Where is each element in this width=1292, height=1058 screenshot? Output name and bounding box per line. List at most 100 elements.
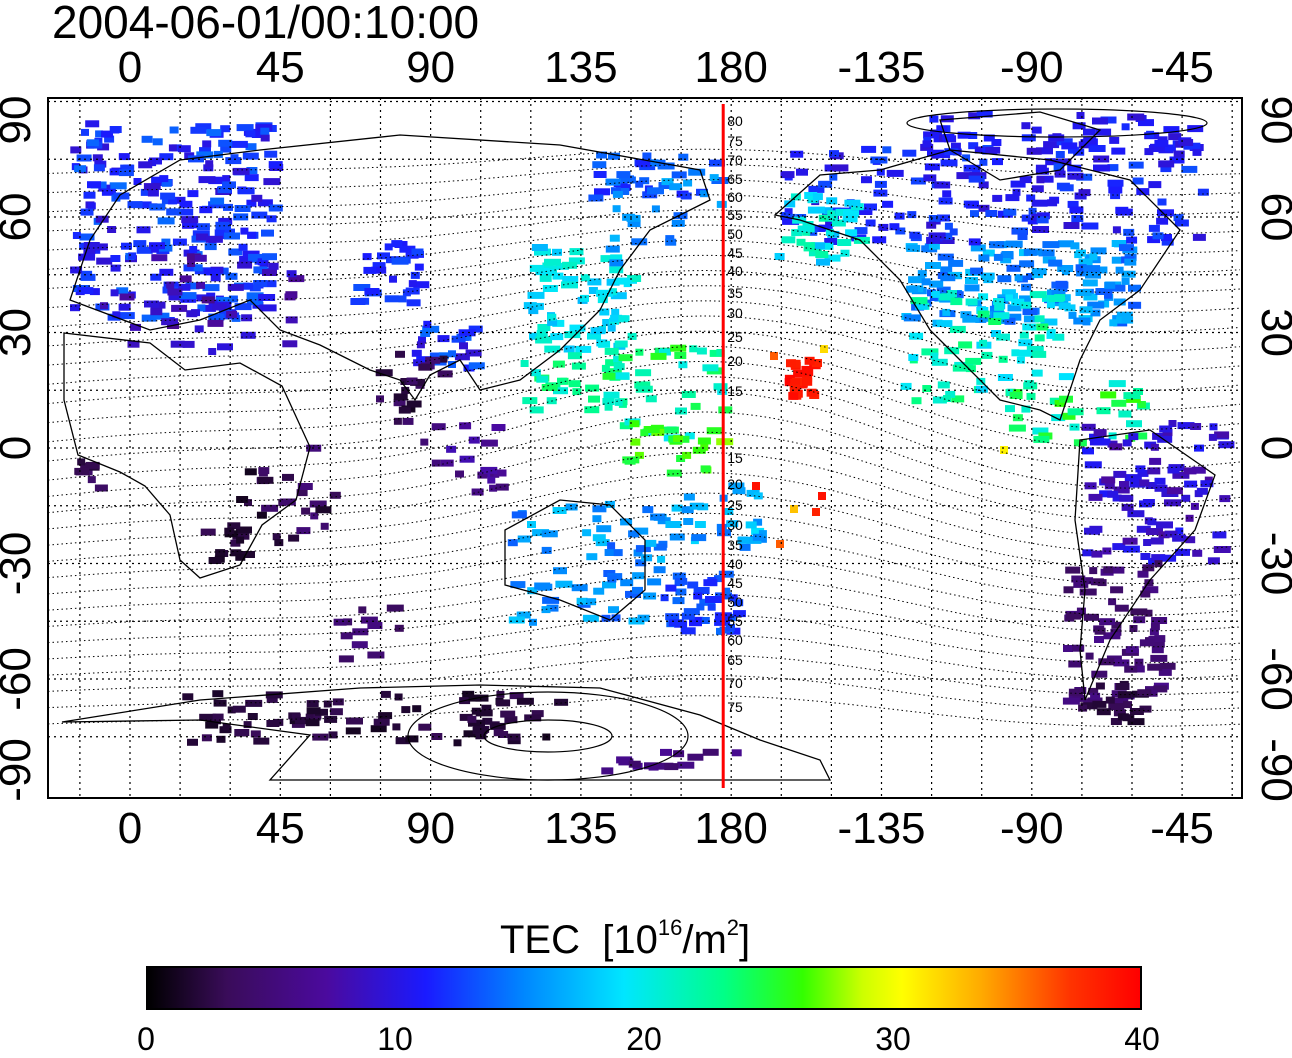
- tec-cell: [1158, 160, 1175, 168]
- tec-cell: [996, 333, 1010, 341]
- tec-cell: [601, 364, 610, 372]
- tec-cell: [1191, 466, 1206, 474]
- tec-cell: [180, 295, 197, 303]
- tec-cell: [1154, 484, 1168, 492]
- tec-cell: [940, 266, 953, 274]
- tec-cell: [803, 368, 814, 377]
- tec-cell: [244, 468, 257, 476]
- tec-cell: [284, 293, 296, 301]
- tec-cell: [395, 350, 405, 358]
- tec-cell: [529, 264, 544, 272]
- tec-cell: [244, 174, 259, 182]
- tec-cell: [925, 262, 941, 269]
- tec-cell: [96, 257, 113, 265]
- tec-cell: [1084, 482, 1097, 490]
- tec-cell: [609, 266, 624, 274]
- tec-cell: [285, 316, 298, 324]
- tec-cell: [459, 422, 472, 430]
- tec-cell: [673, 435, 684, 443]
- tec-cell: [962, 154, 971, 162]
- tec-cell: [864, 203, 877, 211]
- tec-cell: [816, 258, 830, 266]
- tec-cell: [1018, 339, 1033, 347]
- left-axis-label: -60: [0, 647, 40, 711]
- tec-cell: [1082, 549, 1094, 557]
- tec-cell: [458, 329, 476, 337]
- tec-cell: [429, 352, 443, 360]
- tec-cell: [806, 388, 817, 397]
- tec-cell: [1032, 427, 1049, 435]
- tec-cell: [908, 354, 919, 361]
- tec-cell: [168, 197, 178, 205]
- tec-cell: [1126, 236, 1138, 244]
- tec-cell: [467, 715, 477, 723]
- tec-cell: [77, 458, 86, 466]
- tec-cell: [389, 275, 397, 283]
- tec-cell: [95, 130, 104, 138]
- tec-cell: [1082, 279, 1098, 287]
- tec-cell: [585, 384, 600, 392]
- tec-cell: [613, 355, 623, 363]
- tec-cell: [509, 692, 524, 700]
- tec-cell: [917, 270, 927, 278]
- tec-cell: [802, 377, 813, 386]
- tec-cell: [1094, 627, 1106, 635]
- tec-cell: [402, 417, 414, 425]
- tec-cell: [804, 242, 815, 250]
- tec-cell: [1137, 469, 1149, 477]
- right-axis-label: -30: [1252, 532, 1292, 596]
- tec-cell: [161, 238, 171, 246]
- tec-cell: [1107, 179, 1124, 187]
- tec-cell: [615, 184, 631, 192]
- tec-cell: [982, 249, 995, 257]
- tec-cell: [250, 730, 261, 738]
- tec-cell: [439, 355, 448, 363]
- tec-cell: [1161, 234, 1172, 241]
- tec-cell: [948, 259, 964, 267]
- tec-cell: [246, 167, 258, 174]
- tec-cell: [1150, 654, 1168, 662]
- tec-cell: [1110, 192, 1121, 200]
- tec-cell: [107, 226, 117, 233]
- tec-cell: [179, 275, 192, 283]
- tec-cell: [1143, 539, 1152, 546]
- tec-cell: [882, 200, 894, 208]
- colorbar-unit-exponent2: 2: [726, 915, 740, 940]
- tec-cell: [1118, 410, 1132, 418]
- tec-cell: [1122, 537, 1138, 545]
- tec-cell: [179, 200, 193, 208]
- tec-cell: [1093, 155, 1110, 163]
- tec-cell: [1062, 697, 1080, 705]
- tec-cell: [1032, 226, 1049, 233]
- tec-cell: [210, 176, 223, 184]
- tec-cell: [1149, 457, 1162, 465]
- tec-cell: [1134, 658, 1144, 666]
- tec-cell: [1021, 283, 1032, 291]
- tec-cell: [611, 308, 620, 316]
- tec-cell: [144, 300, 159, 308]
- tec-cell: [1190, 423, 1202, 430]
- tec-cell: [627, 275, 642, 282]
- tec-cell: [217, 343, 233, 351]
- tec-cell: [653, 566, 666, 574]
- tec-cell: [669, 533, 685, 541]
- tec-cell: [1209, 423, 1218, 431]
- tec-cell: [983, 134, 995, 142]
- contour-label: 35: [727, 537, 743, 553]
- tec-cell: [596, 525, 612, 533]
- tec-cell: [651, 205, 660, 213]
- tec-cell: [706, 427, 722, 435]
- tec-cell: [1153, 640, 1165, 648]
- tec-cell: [237, 187, 255, 195]
- right-axis-label: 60: [1252, 193, 1292, 242]
- tec-cell: [618, 176, 636, 184]
- tec-cell: [1113, 298, 1126, 306]
- tec-cell: [264, 150, 278, 158]
- tec-cell: [964, 284, 980, 292]
- tec-cell: [1146, 528, 1163, 535]
- tec-cell: [968, 142, 979, 150]
- tec-cell: [202, 284, 220, 292]
- contour-label: 40: [727, 263, 743, 279]
- tec-cell: [87, 202, 96, 210]
- tec-cell: [198, 176, 216, 184]
